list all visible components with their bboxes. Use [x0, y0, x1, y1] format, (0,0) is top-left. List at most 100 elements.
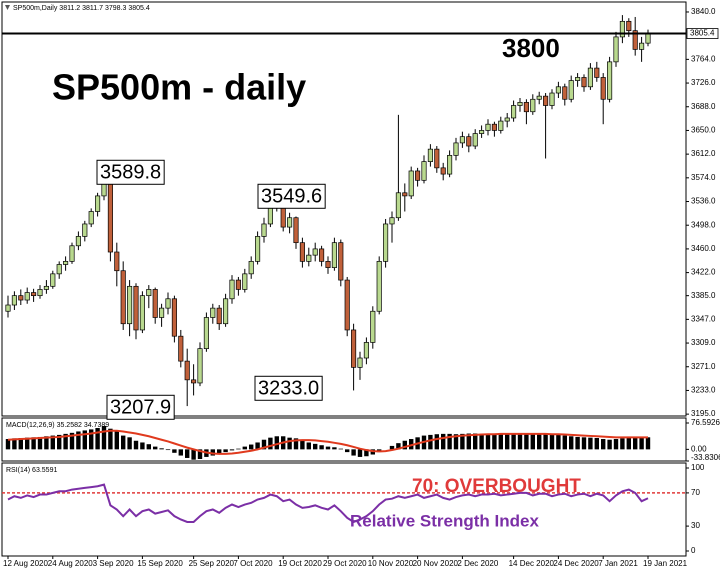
- y-tick-label: 3688.0: [691, 102, 716, 111]
- macd-bar: [447, 433, 452, 450]
- y-tick-label: 3347.0: [691, 314, 716, 323]
- macd-bar: [12, 438, 17, 450]
- candle-body: [613, 36, 619, 63]
- macd-bar: [639, 436, 644, 450]
- macd-bar: [236, 448, 241, 450]
- candle-body: [184, 360, 190, 381]
- macd-bar: [498, 433, 503, 450]
- price-callout: 3233.0: [258, 377, 319, 399]
- candle-body: [43, 285, 49, 290]
- candle-body: [517, 102, 523, 106]
- candle-body: [312, 248, 318, 256]
- macd-bar: [441, 433, 446, 450]
- y-tick-label: 3271.0: [691, 362, 716, 371]
- macd-bar: [242, 446, 247, 450]
- candle-body: [530, 98, 536, 113]
- macd-bar: [89, 429, 94, 450]
- macd-bar: [389, 445, 395, 450]
- candle-body: [178, 335, 184, 362]
- candle-body: [543, 95, 549, 106]
- candle-body: [75, 236, 81, 247]
- macd-bar: [524, 433, 529, 450]
- candle-body: [453, 142, 459, 156]
- rsi-line: [7, 483, 649, 524]
- y-tick-label: 0.00: [691, 444, 707, 453]
- macd-bar: [127, 437, 132, 450]
- candle-body: [523, 102, 529, 113]
- candle-body: [607, 61, 613, 100]
- macd-bar: [249, 444, 254, 450]
- y-tick-label: 3233.0: [691, 386, 716, 395]
- macd-bar: [594, 438, 599, 450]
- macd-bar: [402, 440, 407, 450]
- macd-bar: [473, 433, 478, 450]
- candle-body: [287, 217, 293, 228]
- macd-bar: [453, 434, 459, 450]
- macd-bar: [76, 431, 81, 450]
- macd-bar: [140, 442, 145, 450]
- macd-bar: [479, 433, 484, 450]
- macd-bar: [345, 449, 350, 453]
- y-tick-label: 3536.0: [691, 197, 716, 206]
- macd-bar: [159, 448, 164, 450]
- y-tick-label: 3650.0: [691, 126, 716, 135]
- macd-bar: [268, 437, 273, 450]
- macd-bar: [108, 428, 113, 450]
- macd-bar: [31, 437, 36, 450]
- candle-body: [357, 357, 363, 368]
- x-tick-label: 2 Dec 2020: [457, 559, 498, 568]
- macd-bar: [261, 439, 267, 450]
- candle-body: [549, 92, 555, 106]
- macd-bar: [325, 446, 331, 450]
- macd-bar: [191, 449, 196, 460]
- macd-bar: [364, 449, 369, 457]
- candle-body: [229, 279, 235, 300]
- candle-body: [69, 245, 75, 262]
- candle-body: [338, 242, 344, 281]
- price-label-box: [686, 28, 719, 39]
- candle-body: [223, 298, 229, 325]
- candle-body: [421, 161, 427, 181]
- candle-body: [242, 273, 248, 290]
- candle-body: [344, 279, 350, 331]
- candle-body: [587, 67, 593, 88]
- macd-bar: [332, 447, 337, 450]
- macd-bar: [153, 446, 158, 450]
- candle-body: [600, 77, 606, 100]
- macd-bar: [613, 439, 619, 450]
- y-tick-label: 3309.0: [691, 338, 716, 347]
- candle-body: [491, 123, 497, 131]
- macd-bar: [210, 449, 215, 456]
- callout-box: [106, 394, 175, 420]
- macd-bar: [114, 431, 119, 450]
- x-tick-label: 24 Aug 2020: [48, 559, 93, 568]
- x-tick-label: 19 Jan 2021: [643, 559, 688, 568]
- candle-body: [191, 379, 197, 384]
- candle-body: [159, 307, 165, 318]
- candle-body: [472, 133, 478, 147]
- signal-line: [7, 429, 648, 455]
- price-panel: [1, 1, 687, 417]
- macd-bar: [460, 433, 465, 450]
- candle-body: [107, 174, 113, 253]
- candle-body: [626, 20, 632, 32]
- macd-bar: [505, 433, 510, 450]
- macd-bar: [466, 433, 471, 450]
- macd-bar: [165, 449, 171, 451]
- macd-bar: [357, 449, 363, 457]
- candle-body: [95, 195, 101, 212]
- macd-bar: [517, 433, 523, 450]
- macd-bar: [69, 432, 75, 450]
- callout-box: [257, 183, 326, 209]
- y-tick-label: 100: [691, 463, 705, 472]
- candle-body: [555, 86, 561, 94]
- candle-body: [197, 348, 203, 384]
- candle-body: [165, 298, 171, 309]
- macd-bar: [588, 437, 593, 450]
- x-tick-label: 24 Dec 2020: [553, 559, 599, 568]
- candle-body: [31, 292, 37, 297]
- candle-body: [63, 261, 69, 265]
- macd-bar: [338, 448, 343, 450]
- candle-body: [389, 217, 395, 225]
